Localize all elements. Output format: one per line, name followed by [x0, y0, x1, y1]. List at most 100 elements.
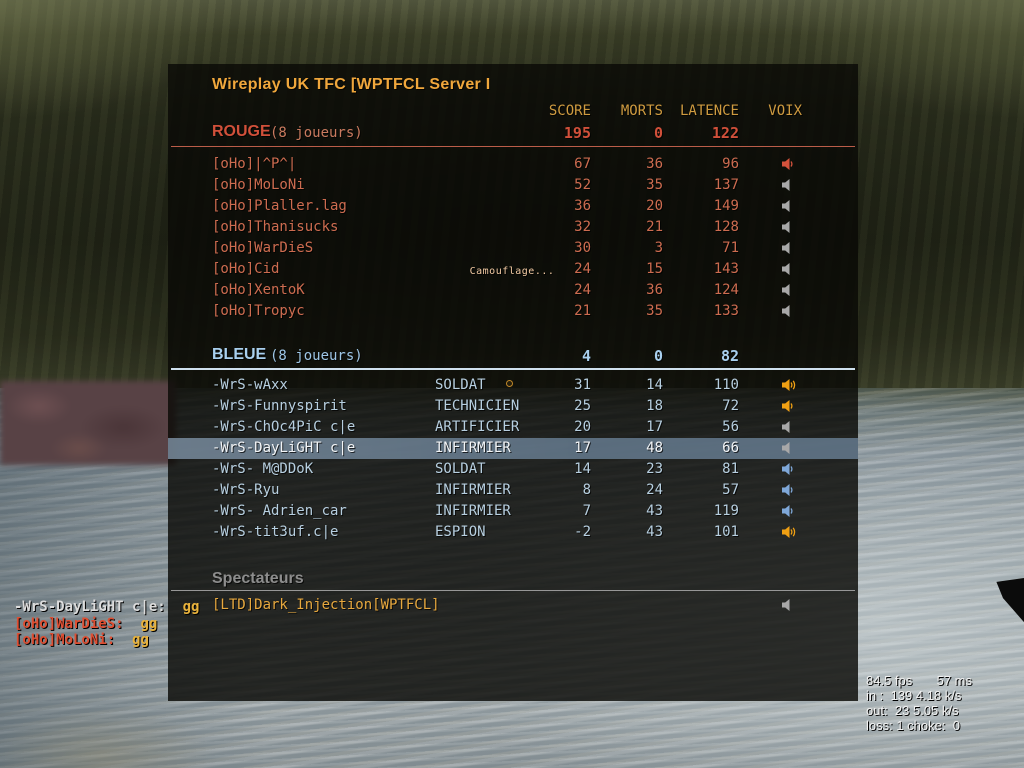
player-score: 67: [574, 156, 591, 172]
player-score: 8: [582, 482, 591, 498]
player-deaths: 15: [646, 261, 663, 277]
voice-speaker-icon: [781, 283, 797, 297]
player-row: -WrS-tit3uf.c|e ESPION -2 43 101: [168, 522, 858, 543]
team-blue-score: 4: [581, 347, 591, 365]
voice-speaker-icon: [781, 262, 797, 276]
player-row: -WrS-Ryu INFIRMIER 8 24 57: [168, 480, 858, 501]
player-row: [oHo]|^P^| 67 36 96: [168, 154, 858, 175]
team-blue-divider: [171, 368, 855, 370]
player-latency: 101: [713, 524, 739, 540]
player-score: 17: [574, 440, 591, 456]
netgraph-out: out: 23 5.05 k/s: [866, 703, 959, 718]
player-deaths: 43: [646, 503, 663, 519]
netgraph: 84.5 fps 57 ms in : 139 4.18 k/s out: 23…: [866, 673, 972, 733]
player-latency: 128: [713, 219, 739, 235]
player-latency: 56: [722, 419, 739, 435]
player-deaths: 17: [646, 419, 663, 435]
player-class: ARTIFICIER: [435, 419, 520, 435]
player-deaths: 43: [646, 524, 663, 540]
netgraph-in: in : 139 4.18 k/s: [866, 688, 962, 703]
netgraph-line-fps: 84.5 fps 57 ms: [866, 673, 972, 688]
voice-speaker-icon: [781, 378, 797, 392]
player-deaths: 36: [646, 156, 663, 172]
player-name: [oHo]WarDieS: [212, 240, 314, 256]
player-score: 32: [574, 219, 591, 235]
player-class: INFIRMIER: [435, 440, 511, 456]
player-name: [oHo]Thanisucks: [212, 219, 339, 235]
player-deaths: 21: [646, 219, 663, 235]
player-deaths: 23: [646, 461, 663, 477]
player-score: -2: [574, 524, 591, 540]
ping-counter: 57 ms: [936, 673, 972, 688]
column-header-voice: VOIX: [768, 103, 802, 119]
spectators-label: Spectateurs: [212, 570, 304, 587]
column-header-deaths: MORTS: [620, 103, 663, 119]
team-red-header: ROUGE (8 joueurs) 195 0 122: [168, 122, 858, 144]
player-class: TECHNICIEN: [435, 398, 520, 414]
team-red-score: 195: [563, 124, 591, 142]
player-row: -WrS-Funnyspirit TECHNICIEN 25 18 72: [168, 396, 858, 417]
player-latency: 72: [722, 398, 739, 414]
team-red-divider: [171, 146, 855, 147]
player-score: 36: [574, 198, 591, 214]
player-name: [oHo]Plaller.lag: [212, 198, 347, 214]
player-row: [oHo]Tropyc 21 35 133: [168, 301, 858, 322]
voice-speaker-icon: [781, 304, 797, 318]
player-deaths: 20: [646, 198, 663, 214]
team-red-player-list: [oHo]|^P^| 67 36 96 [oHo]MoLoNi 52 35 13…: [168, 154, 858, 322]
spectator-list: [LTD]Dark_Injection[WPTFCL]: [168, 595, 858, 616]
scoreboard-panel: Wireplay UK TFC [WPTFCL Server I SCORE M…: [168, 64, 858, 701]
player-latency: 81: [722, 461, 739, 477]
player-row: [oHo]WarDieS 30 3 71: [168, 238, 858, 259]
player-score: 14: [574, 461, 591, 477]
player-score: 21: [574, 303, 591, 319]
player-score: 24: [574, 261, 591, 277]
player-row: -WrS- Adrien_car INFIRMIER 7 43 119: [168, 501, 858, 522]
player-class: SOLDAT: [435, 461, 486, 477]
player-name: [oHo]Cid: [212, 261, 280, 277]
player-row: -WrS-wAxx SOLDAT 31 14 110: [168, 375, 858, 396]
team-blue-header: BLEUE (8 joueurs) 4 0 82: [168, 345, 858, 367]
player-row: [oHo]Plaller.lag 36 20 149: [168, 196, 858, 217]
team-blue-deaths: 0: [653, 347, 663, 365]
voice-speaker-icon: [781, 241, 797, 255]
player-name: -WrS-Funnyspirit: [212, 398, 347, 414]
player-row: [oHo]Thanisucks 32 21 128: [168, 217, 858, 238]
chat-message-text: gg: [174, 599, 200, 615]
voice-speaker-icon: [781, 441, 797, 455]
player-score: 7: [582, 503, 591, 519]
player-deaths: 14: [646, 377, 663, 393]
player-latency: 110: [713, 377, 739, 393]
player-class: INFIRMIER: [435, 482, 511, 498]
voice-speaker-icon: [781, 462, 797, 476]
player-deaths: 35: [646, 177, 663, 193]
player-score: 30: [574, 240, 591, 256]
player-name: -WrS-wAxx: [212, 377, 288, 393]
chat-message-text: gg: [132, 615, 158, 632]
spectators-divider: [171, 590, 855, 591]
voice-speaker-icon: [781, 483, 797, 497]
voice-speaker-icon: [781, 598, 797, 612]
player-row: [oHo]XentoK 24 36 124: [168, 280, 858, 301]
team-red-deaths: 0: [653, 124, 663, 142]
player-name: [oHo]Tropyc: [212, 303, 305, 319]
player-name: -WrS-tit3uf.c|e: [212, 524, 339, 540]
player-deaths: 18: [646, 398, 663, 414]
chat-line: [oHo]MoLoNi: gg: [14, 632, 199, 649]
fps-counter: 84.5 fps: [866, 673, 913, 688]
player-name: -WrS-ChOc4PiC c|e: [212, 419, 356, 435]
team-red-latency: 122: [711, 124, 739, 142]
player-latency: 57: [722, 482, 739, 498]
player-name: -WrS-Ryu: [212, 482, 280, 498]
chat-player-name: -WrS-DayLiGHT c|e:: [14, 599, 166, 615]
chat-messages: -WrS-DayLiGHT c|e: gg [oHo]WarDieS: gg […: [14, 599, 199, 649]
player-score: 20: [574, 419, 591, 435]
player-name: [oHo]XentoK: [212, 282, 305, 298]
player-row: [LTD]Dark_Injection[WPTFCL]: [168, 595, 858, 616]
team-blue-count: (8 joueurs): [270, 348, 363, 364]
player-latency: 124: [713, 282, 739, 298]
player-class: SOLDAT: [435, 377, 486, 393]
player-row: -WrS-ChOc4PiC c|e ARTIFICIER 20 17 56: [168, 417, 858, 438]
voice-speaker-icon: [781, 504, 797, 518]
